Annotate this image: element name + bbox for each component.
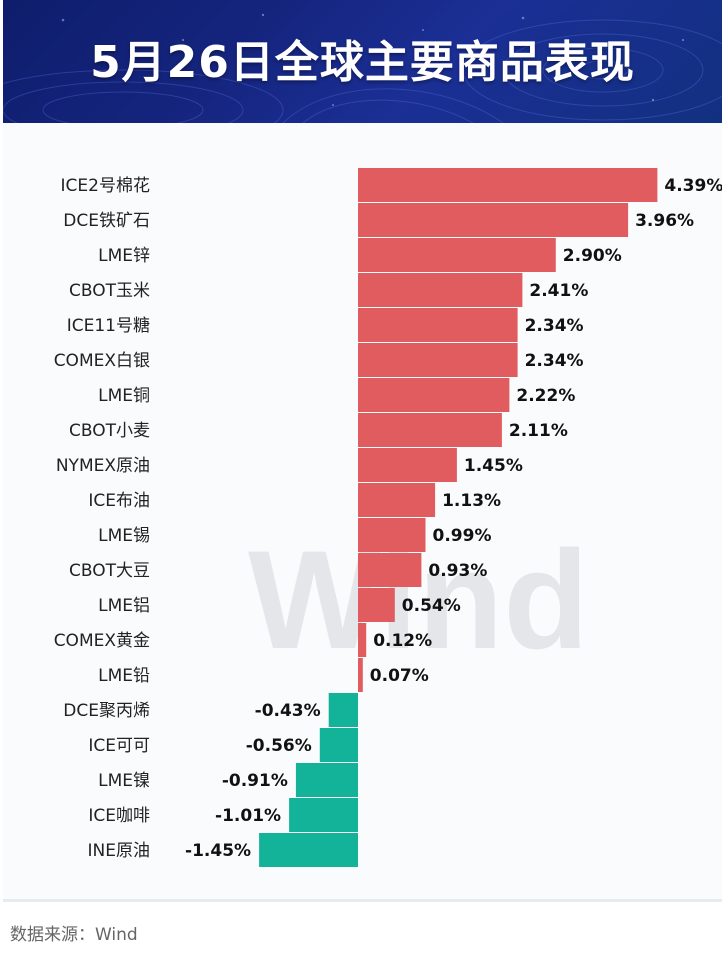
bar-10: [358, 518, 426, 552]
category-label: LME铅: [98, 666, 150, 686]
value-label: -0.91%: [222, 771, 288, 791]
value-label: 1.13%: [442, 491, 501, 511]
value-label: -1.45%: [185, 841, 251, 861]
bar-15: [328, 693, 358, 727]
value-label: 2.90%: [563, 246, 622, 266]
category-label: LME镍: [98, 771, 150, 791]
value-label: 0.12%: [373, 631, 432, 651]
value-label: 0.07%: [370, 666, 429, 686]
value-label: 2.22%: [516, 386, 575, 406]
value-label: -0.43%: [255, 701, 321, 721]
category-label: ICE11号糖: [67, 316, 150, 336]
category-label: DCE铁矿石: [63, 211, 150, 231]
bars-layer: [259, 168, 658, 867]
bar-18: [289, 798, 358, 832]
category-label: CBOT大豆: [69, 561, 150, 581]
value-label: 3.96%: [635, 211, 694, 231]
bar-17: [295, 763, 358, 797]
value-label: 2.34%: [525, 351, 584, 371]
labels-layer: ICE2号棉花 4.39% DCE铁矿石 3.96% LME锌 2.90% CBOT玉米 2.…: [54, 176, 722, 861]
bar-8: [358, 448, 457, 482]
value-label: 0.99%: [433, 526, 492, 546]
header-banner: 5月26日全球主要商品表现: [3, 0, 722, 123]
category-label: NYMEX原油: [56, 456, 150, 476]
bar-0: [358, 168, 658, 202]
bar-1: [358, 203, 629, 237]
category-label: INE原油: [88, 841, 150, 861]
value-label: 4.39%: [664, 176, 722, 196]
value-label: 2.41%: [529, 281, 588, 301]
bar-13: [358, 623, 367, 657]
value-label: 0.54%: [402, 596, 461, 616]
bar-7: [358, 413, 502, 447]
category-label: ICE可可: [88, 736, 150, 756]
bar-3: [358, 273, 523, 307]
bar-chart: Wind ICE2号棉花 4.39%DCE铁矿石 3.96%LME锌 2.90%CBO…: [54, 168, 722, 867]
category-label: LME铜: [98, 386, 150, 406]
bar-9: [358, 483, 436, 517]
page-title: 5月26日全球主要商品表现: [90, 37, 635, 88]
category-label: DCE聚丙烯: [63, 701, 150, 721]
bar-14: [358, 658, 363, 692]
category-label: ICE布油: [88, 491, 150, 511]
bar-11: [358, 553, 422, 587]
category-label: ICE2号棉花: [61, 176, 150, 196]
value-label: -1.01%: [215, 806, 281, 826]
category-label: CBOT小麦: [69, 421, 150, 441]
category-label: LME锌: [98, 246, 150, 266]
bar-4: [358, 308, 518, 342]
bar-12: [358, 588, 395, 622]
category-label: CBOT玉米: [69, 281, 150, 301]
category-label: LME铝: [98, 596, 150, 616]
category-label: ICE咖啡: [88, 806, 150, 826]
category-label: COMEX白银: [54, 351, 150, 371]
bar-5: [358, 343, 518, 377]
category-label: LME锡: [98, 526, 150, 546]
value-label: 2.34%: [525, 316, 584, 336]
category-label: COMEX黄金: [54, 631, 150, 651]
header-background-pattern: [3, 13, 722, 123]
chart-panel: Wind ICE2号棉花 4.39% DCE铁矿石 3.96% LME锌 2.90% CBO…: [3, 123, 722, 902]
value-label: -0.56%: [246, 736, 312, 756]
bar-16: [319, 728, 358, 762]
bar-2: [358, 238, 556, 272]
bar-19: [259, 833, 358, 867]
value-label: 0.93%: [428, 561, 487, 581]
bar-6: [358, 378, 510, 412]
value-label: 1.45%: [464, 456, 523, 476]
value-label: 2.11%: [509, 421, 568, 441]
source-note: 数据来源：Wind: [10, 925, 138, 945]
